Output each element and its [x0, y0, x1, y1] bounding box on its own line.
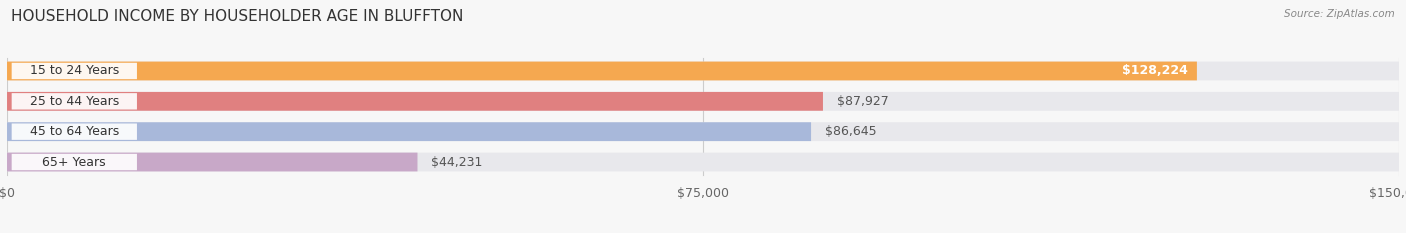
Text: $87,927: $87,927 — [837, 95, 889, 108]
FancyBboxPatch shape — [7, 153, 1399, 171]
FancyBboxPatch shape — [7, 122, 811, 141]
FancyBboxPatch shape — [7, 122, 1399, 141]
FancyBboxPatch shape — [11, 123, 136, 140]
Text: 25 to 44 Years: 25 to 44 Years — [30, 95, 120, 108]
FancyBboxPatch shape — [7, 92, 1399, 111]
Text: $86,645: $86,645 — [825, 125, 876, 138]
Text: 65+ Years: 65+ Years — [42, 155, 105, 168]
Text: HOUSEHOLD INCOME BY HOUSEHOLDER AGE IN BLUFFTON: HOUSEHOLD INCOME BY HOUSEHOLDER AGE IN B… — [11, 9, 464, 24]
Text: 15 to 24 Years: 15 to 24 Years — [30, 65, 120, 78]
FancyBboxPatch shape — [11, 63, 136, 79]
FancyBboxPatch shape — [7, 153, 418, 171]
Text: Source: ZipAtlas.com: Source: ZipAtlas.com — [1284, 9, 1395, 19]
FancyBboxPatch shape — [7, 62, 1399, 80]
Text: $44,231: $44,231 — [432, 155, 482, 168]
FancyBboxPatch shape — [7, 62, 1197, 80]
FancyBboxPatch shape — [11, 93, 136, 110]
FancyBboxPatch shape — [11, 154, 136, 170]
Text: $128,224: $128,224 — [1122, 65, 1188, 78]
FancyBboxPatch shape — [7, 92, 823, 111]
Text: 45 to 64 Years: 45 to 64 Years — [30, 125, 120, 138]
